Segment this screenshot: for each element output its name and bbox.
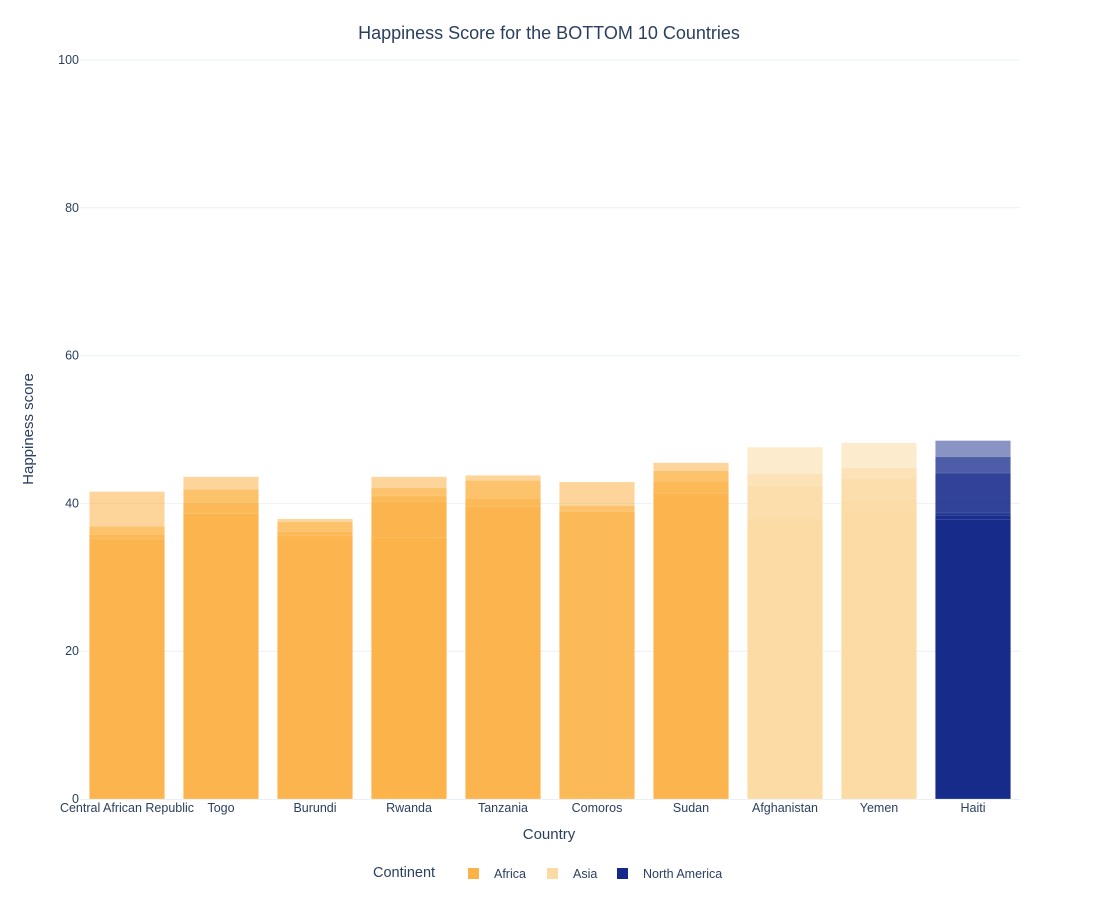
- x-tick-labels: Central African Republic Togo Burundi Rwand…: [60, 801, 986, 815]
- x-tick-label: Afghanistan: [752, 801, 818, 815]
- legend-swatch: [547, 868, 558, 879]
- bar: [653, 492, 729, 800]
- y-tick-labels: 0 20 40 60 80 100: [58, 53, 79, 806]
- x-tick-label: Tanzania: [478, 801, 528, 815]
- x-tick-label: Burundi: [293, 801, 336, 815]
- bar-group: [935, 440, 1011, 800]
- x-tick-label: Rwanda: [386, 801, 432, 815]
- bar-group: [277, 518, 353, 800]
- bar: [89, 538, 165, 800]
- bar: [559, 511, 635, 800]
- x-tick-label: Sudan: [673, 801, 709, 815]
- bar: [841, 509, 917, 800]
- bar: [935, 519, 1011, 800]
- legend-title: Continent: [373, 865, 435, 881]
- bar: [465, 506, 541, 800]
- y-tick-label: 20: [65, 644, 79, 658]
- bar: [747, 518, 823, 800]
- legend-label: North America: [643, 867, 722, 881]
- x-tick-label: Yemen: [860, 801, 899, 815]
- bar-group: [653, 462, 729, 800]
- bar-group: [747, 446, 823, 800]
- x-axis-title: Country: [523, 826, 576, 843]
- bar-group: [371, 476, 447, 800]
- bar-group: [89, 491, 165, 800]
- bar-group: [841, 442, 917, 800]
- bar: [277, 535, 353, 800]
- bar-group: [559, 481, 635, 800]
- legend-label: Africa: [494, 867, 526, 881]
- x-tick-label: Haiti: [960, 801, 985, 815]
- x-tick-label: Central African Republic: [60, 801, 194, 815]
- chart-title: Happiness Score for the BOTTOM 10 Countr…: [358, 23, 740, 43]
- y-tick-label: 80: [65, 201, 79, 215]
- bar-group: [465, 475, 541, 800]
- legend: Continent Africa Asia North America: [373, 865, 722, 881]
- legend-label: Asia: [573, 867, 597, 881]
- bar: [183, 513, 259, 800]
- x-tick-label: Comoros: [572, 801, 623, 815]
- y-tick-label: 100: [58, 53, 79, 67]
- legend-swatch: [617, 868, 628, 879]
- bars: [89, 440, 1011, 800]
- y-tick-label: 60: [65, 349, 79, 363]
- y-tick-label: 0: [72, 792, 79, 806]
- legend-swatch: [468, 868, 479, 879]
- y-axis-title: Happiness score: [20, 373, 37, 485]
- bar: [371, 537, 447, 800]
- bar-group: [183, 476, 259, 800]
- y-tick-label: 40: [65, 496, 79, 510]
- x-tick-label: Togo: [207, 801, 234, 815]
